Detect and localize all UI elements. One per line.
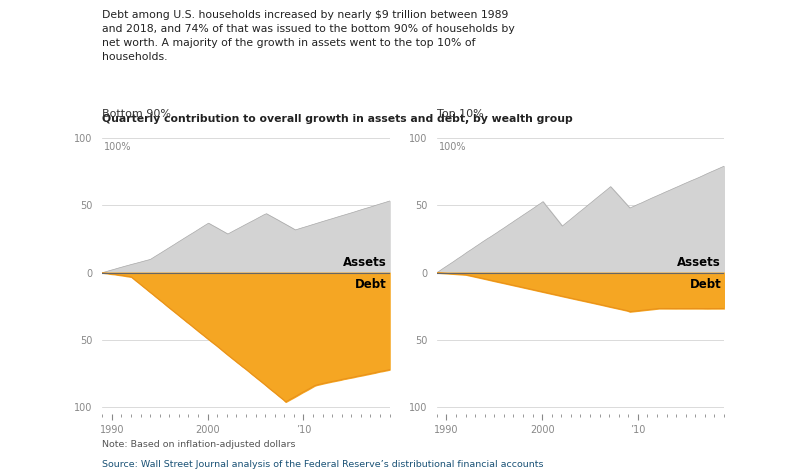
- Text: 100%: 100%: [104, 142, 131, 152]
- Text: Top 10%: Top 10%: [437, 109, 483, 119]
- Text: Debt: Debt: [355, 278, 386, 291]
- Text: 100%: 100%: [438, 142, 466, 152]
- Text: Assets: Assets: [678, 256, 721, 268]
- Text: Note: Based on inflation-adjusted dollars: Note: Based on inflation-adjusted dollar…: [102, 440, 296, 448]
- Text: Source: Wall Street Journal analysis of the Federal Reserve’s distributional fin: Source: Wall Street Journal analysis of …: [102, 460, 544, 468]
- Text: Assets: Assets: [343, 256, 386, 268]
- Text: Debt among U.S. households increased by nearly $9 trillion between 1989
and 2018: Debt among U.S. households increased by …: [102, 10, 515, 61]
- Text: Bottom 90%: Bottom 90%: [102, 109, 172, 119]
- Text: Debt: Debt: [689, 278, 721, 291]
- Text: Quarterly contribution to overall growth in assets and debt, by wealth group: Quarterly contribution to overall growth…: [102, 114, 573, 124]
